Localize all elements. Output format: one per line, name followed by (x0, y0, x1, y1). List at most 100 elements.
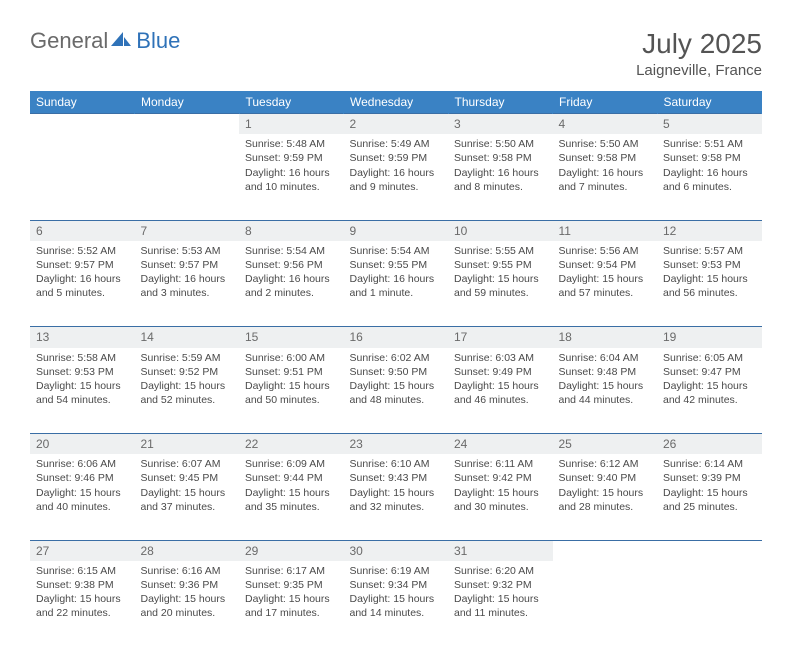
daylight-text: Daylight: 15 hours and 50 minutes. (245, 379, 338, 407)
daylight-text: Daylight: 15 hours and 56 minutes. (663, 272, 756, 300)
day-number-cell: 27 (30, 540, 135, 561)
day-content-cell: Sunrise: 5:52 AMSunset: 9:57 PMDaylight:… (30, 241, 135, 327)
day-number-cell (30, 114, 135, 135)
sunset-text: Sunset: 9:34 PM (350, 578, 443, 592)
day-header: Sunday (30, 91, 135, 114)
daylight-text: Daylight: 15 hours and 54 minutes. (36, 379, 129, 407)
day-number-cell: 24 (448, 434, 553, 455)
day-number-cell: 7 (135, 220, 240, 241)
sunrise-text: Sunrise: 5:48 AM (245, 137, 338, 151)
day-content-cell: Sunrise: 6:17 AMSunset: 9:35 PMDaylight:… (239, 561, 344, 647)
daylight-text: Daylight: 15 hours and 42 minutes. (663, 379, 756, 407)
sunset-text: Sunset: 9:58 PM (454, 151, 547, 165)
sunrise-text: Sunrise: 6:00 AM (245, 351, 338, 365)
day-number-cell: 17 (448, 327, 553, 348)
day-number-cell: 26 (657, 434, 762, 455)
sunrise-text: Sunrise: 5:51 AM (663, 137, 756, 151)
daylight-text: Daylight: 15 hours and 48 minutes. (350, 379, 443, 407)
sunrise-text: Sunrise: 6:10 AM (350, 457, 443, 471)
title-block: July 2025 Laigneville, France (636, 28, 762, 79)
daylight-text: Daylight: 16 hours and 1 minute. (350, 272, 443, 300)
sunrise-text: Sunrise: 6:02 AM (350, 351, 443, 365)
day-content-cell: Sunrise: 5:50 AMSunset: 9:58 PMDaylight:… (448, 134, 553, 220)
day-header: Thursday (448, 91, 553, 114)
day-number-cell: 28 (135, 540, 240, 561)
daylight-text: Daylight: 15 hours and 32 minutes. (350, 486, 443, 514)
brand-sail-icon (111, 30, 131, 53)
sunset-text: Sunset: 9:44 PM (245, 471, 338, 485)
daylight-text: Daylight: 15 hours and 14 minutes. (350, 592, 443, 620)
sunset-text: Sunset: 9:58 PM (663, 151, 756, 165)
sunrise-text: Sunrise: 6:05 AM (663, 351, 756, 365)
day-number-cell: 22 (239, 434, 344, 455)
daylight-text: Daylight: 15 hours and 44 minutes. (559, 379, 652, 407)
day-content-cell: Sunrise: 6:14 AMSunset: 9:39 PMDaylight:… (657, 454, 762, 540)
sunset-text: Sunset: 9:51 PM (245, 365, 338, 379)
day-number-cell: 10 (448, 220, 553, 241)
day-number-cell: 12 (657, 220, 762, 241)
sunrise-text: Sunrise: 6:14 AM (663, 457, 756, 471)
day-number-cell: 19 (657, 327, 762, 348)
day-number-cell: 29 (239, 540, 344, 561)
day-header: Friday (553, 91, 658, 114)
sunset-text: Sunset: 9:35 PM (245, 578, 338, 592)
sunset-text: Sunset: 9:53 PM (36, 365, 129, 379)
day-content-cell: Sunrise: 5:55 AMSunset: 9:55 PMDaylight:… (448, 241, 553, 327)
daylight-text: Daylight: 15 hours and 59 minutes. (454, 272, 547, 300)
sunset-text: Sunset: 9:52 PM (141, 365, 234, 379)
day-header: Tuesday (239, 91, 344, 114)
sunrise-text: Sunrise: 5:59 AM (141, 351, 234, 365)
day-number-cell: 23 (344, 434, 449, 455)
daylight-text: Daylight: 15 hours and 25 minutes. (663, 486, 756, 514)
day-number-cell: 11 (553, 220, 658, 241)
sunrise-text: Sunrise: 5:53 AM (141, 244, 234, 258)
daylight-text: Daylight: 15 hours and 17 minutes. (245, 592, 338, 620)
sunrise-text: Sunrise: 6:09 AM (245, 457, 338, 471)
day-content-cell: Sunrise: 5:48 AMSunset: 9:59 PMDaylight:… (239, 134, 344, 220)
sunrise-text: Sunrise: 5:50 AM (454, 137, 547, 151)
day-content-cell: Sunrise: 6:16 AMSunset: 9:36 PMDaylight:… (135, 561, 240, 647)
calendar-page: General Blue July 2025 Laigneville, Fran… (0, 0, 792, 647)
sunrise-text: Sunrise: 5:56 AM (559, 244, 652, 258)
day-content-cell: Sunrise: 5:59 AMSunset: 9:52 PMDaylight:… (135, 348, 240, 434)
day-content-cell: Sunrise: 6:19 AMSunset: 9:34 PMDaylight:… (344, 561, 449, 647)
sunrise-text: Sunrise: 6:06 AM (36, 457, 129, 471)
day-content-cell: Sunrise: 5:54 AMSunset: 9:56 PMDaylight:… (239, 241, 344, 327)
day-number-cell: 5 (657, 114, 762, 135)
day-content-cell: Sunrise: 5:53 AMSunset: 9:57 PMDaylight:… (135, 241, 240, 327)
day-number-cell: 16 (344, 327, 449, 348)
day-number-cell: 21 (135, 434, 240, 455)
sunrise-text: Sunrise: 5:58 AM (36, 351, 129, 365)
sunrise-text: Sunrise: 5:52 AM (36, 244, 129, 258)
brand-part2: Blue (136, 28, 180, 54)
day-content-cell: Sunrise: 5:58 AMSunset: 9:53 PMDaylight:… (30, 348, 135, 434)
sunrise-text: Sunrise: 5:54 AM (245, 244, 338, 258)
daylight-text: Daylight: 15 hours and 22 minutes. (36, 592, 129, 620)
day-content-cell: Sunrise: 6:03 AMSunset: 9:49 PMDaylight:… (448, 348, 553, 434)
day-number-cell: 31 (448, 540, 553, 561)
sunrise-text: Sunrise: 6:07 AM (141, 457, 234, 471)
sunrise-text: Sunrise: 5:49 AM (350, 137, 443, 151)
day-content-cell: Sunrise: 5:49 AMSunset: 9:59 PMDaylight:… (344, 134, 449, 220)
daylight-text: Daylight: 15 hours and 57 minutes. (559, 272, 652, 300)
sunset-text: Sunset: 9:49 PM (454, 365, 547, 379)
daylight-text: Daylight: 15 hours and 11 minutes. (454, 592, 547, 620)
daylight-text: Daylight: 15 hours and 30 minutes. (454, 486, 547, 514)
day-number-cell (553, 540, 658, 561)
day-number-cell: 13 (30, 327, 135, 348)
day-header-row: Sunday Monday Tuesday Wednesday Thursday… (30, 91, 762, 114)
sunset-text: Sunset: 9:48 PM (559, 365, 652, 379)
sunrise-text: Sunrise: 6:04 AM (559, 351, 652, 365)
daylight-text: Daylight: 15 hours and 40 minutes. (36, 486, 129, 514)
daylight-text: Daylight: 15 hours and 20 minutes. (141, 592, 234, 620)
location-label: Laigneville, France (636, 62, 762, 79)
sunset-text: Sunset: 9:42 PM (454, 471, 547, 485)
brand-logo: General Blue (30, 28, 180, 54)
day-header: Wednesday (344, 91, 449, 114)
month-title: July 2025 (636, 28, 762, 60)
sunset-text: Sunset: 9:39 PM (663, 471, 756, 485)
sunrise-text: Sunrise: 6:03 AM (454, 351, 547, 365)
daylight-text: Daylight: 16 hours and 3 minutes. (141, 272, 234, 300)
day-content-cell (553, 561, 658, 647)
sunset-text: Sunset: 9:45 PM (141, 471, 234, 485)
